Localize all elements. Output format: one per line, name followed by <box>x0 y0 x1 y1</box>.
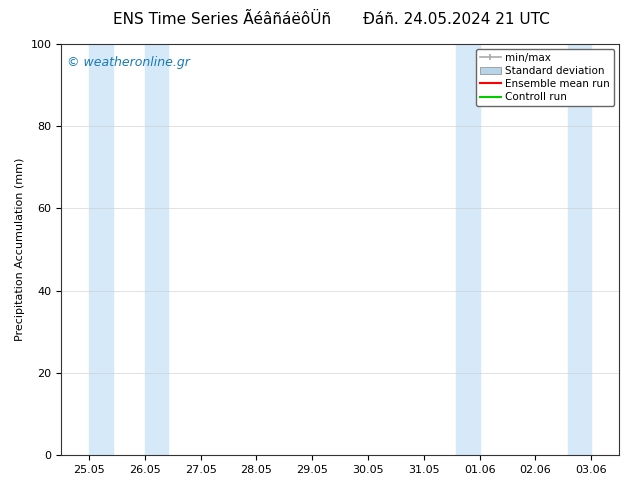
Y-axis label: Precipitation Accumulation (mm): Precipitation Accumulation (mm) <box>15 158 25 341</box>
Text: © weatheronline.gr: © weatheronline.gr <box>67 56 190 69</box>
Legend: min/max, Standard deviation, Ensemble mean run, Controll run: min/max, Standard deviation, Ensemble me… <box>476 49 614 106</box>
Text: Đáñ. 24.05.2024 21 UTC: Đáñ. 24.05.2024 21 UTC <box>363 12 550 27</box>
Bar <box>567 44 591 455</box>
Bar <box>145 44 169 455</box>
Text: ENS Time Series ÃéâñáëôÜñ: ENS Time Series ÃéâñáëôÜñ <box>113 12 331 27</box>
Bar <box>89 44 113 455</box>
Bar <box>456 44 479 455</box>
